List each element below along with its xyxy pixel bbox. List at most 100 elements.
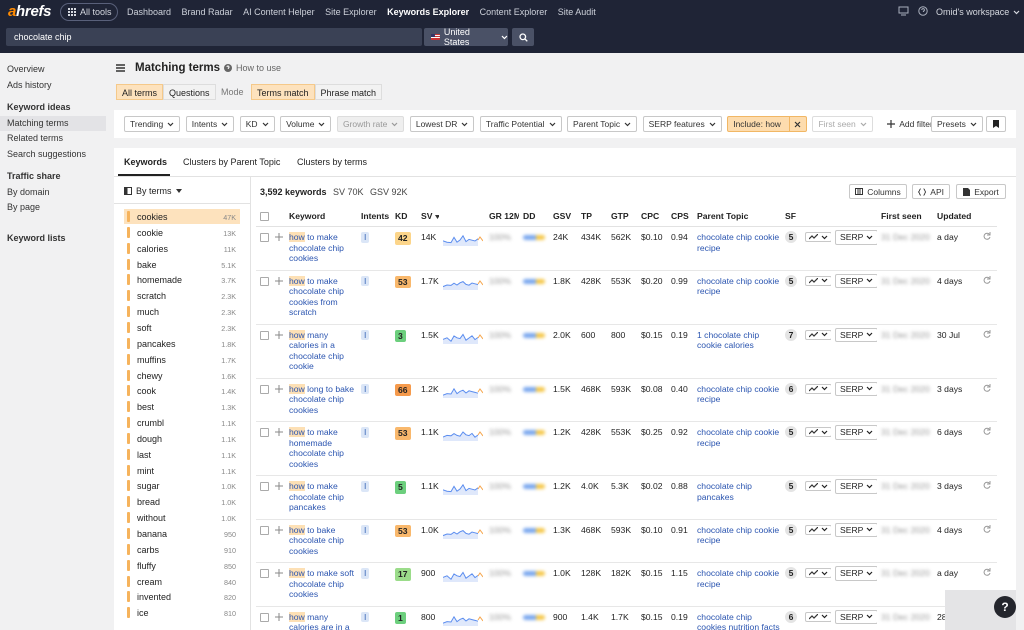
- parent-cell[interactable]: 1 chocolate chip cookie calories: [693, 324, 781, 379]
- add-to-list[interactable]: [275, 384, 283, 393]
- column-header[interactable]: KD: [391, 209, 417, 227]
- checkbox[interactable]: [260, 384, 269, 394]
- term-row[interactable]: fluffy 850: [124, 558, 240, 573]
- serp-button[interactable]: SERP: [835, 609, 877, 624]
- column-header[interactable]: Keyword: [285, 209, 357, 227]
- add-to-list[interactable]: [275, 428, 283, 436]
- keyword[interactable]: how long to bake chocolate chip cookies: [289, 383, 354, 415]
- term-row[interactable]: muffins 1.7K: [124, 352, 240, 367]
- add-to-list[interactable]: [275, 330, 283, 339]
- include-filter[interactable]: Include: how: [727, 116, 807, 132]
- checkbox[interactable]: [260, 233, 269, 242]
- help-button[interactable]: ?: [994, 596, 1016, 618]
- presets[interactable]: Presets: [931, 116, 983, 132]
- tab[interactable]: Terms match: [251, 84, 315, 100]
- tab[interactable]: Phrase match: [314, 84, 383, 100]
- column-header[interactable]: GSV: [549, 209, 577, 227]
- search-button[interactable]: [512, 28, 534, 46]
- column-header[interactable]: SF: [781, 209, 801, 227]
- column-header[interactable]: GR 12M: [485, 209, 519, 227]
- parent-cell[interactable]: chocolate chip cookie recipe: [693, 226, 781, 271]
- filter-dropdown[interactable]: Intents: [185, 116, 235, 132]
- add-to-list[interactable]: [275, 569, 283, 577]
- sidebar-heading[interactable]: Keyword ideas: [0, 100, 106, 116]
- trend-button[interactable]: [805, 611, 831, 622]
- column-header[interactable]: Intents: [357, 209, 391, 227]
- sidebar-heading[interactable]: Traffic share: [0, 169, 106, 185]
- nav-item[interactable]: Dashboard: [127, 7, 171, 17]
- checkbox[interactable]: [260, 569, 269, 578]
- term-row[interactable]: bread 1.0K: [124, 494, 240, 509]
- workspace[interactable]: Omid's workspace: [936, 7, 1020, 17]
- term-row[interactable]: ice 810: [124, 605, 240, 620]
- term-row[interactable]: chewy 1.6K: [124, 368, 240, 383]
- toolbar-button[interactable]: API: [912, 184, 950, 199]
- filter-dropdown[interactable]: KD: [239, 116, 275, 132]
- refresh[interactable]: [983, 383, 991, 392]
- sidebar-item[interactable]: Ads history: [0, 78, 106, 94]
- filter-dropdown[interactable]: Growth rate: [336, 116, 405, 132]
- nav-item[interactable]: Brand Radar: [182, 7, 233, 17]
- column-header[interactable]: Parent Topic: [693, 209, 781, 227]
- term-row[interactable]: cookie 13K: [124, 225, 240, 240]
- trend-button[interactable]: [805, 524, 831, 535]
- nav-item[interactable]: Content Explorer: [480, 7, 548, 17]
- nav-item[interactable]: AI Content Helper: [243, 7, 315, 17]
- column-header[interactable]: First seen: [877, 209, 933, 227]
- toolbar-button[interactable]: Columns: [849, 184, 907, 199]
- view-tab[interactable]: Clusters by Parent Topic: [183, 157, 280, 167]
- refresh[interactable]: [983, 568, 991, 576]
- keyword[interactable]: how to make soft chocolate chip cookies: [289, 568, 354, 599]
- sidebar-item[interactable]: Search suggestions: [0, 147, 106, 163]
- sidebar-item[interactable]: Related terms: [0, 131, 106, 147]
- term-row[interactable]: banana 950: [124, 526, 240, 541]
- parent-cell[interactable]: chocolate chip cookie recipe: [693, 562, 781, 607]
- refresh[interactable]: [983, 232, 991, 240]
- keyword[interactable]: how to make chocolate chip pancakes: [289, 481, 344, 512]
- serp-button[interactable]: SERP: [835, 425, 877, 440]
- refresh[interactable]: [983, 275, 991, 284]
- refresh[interactable]: [983, 427, 991, 435]
- term-row[interactable]: calories 11K: [124, 241, 240, 256]
- sidebar-item[interactable]: Overview: [0, 62, 106, 78]
- bookmark[interactable]: [986, 116, 1006, 132]
- view-tab[interactable]: Clusters by terms: [297, 157, 367, 167]
- by-terms[interactable]: By terms: [124, 186, 182, 196]
- search-input[interactable]: chocolate chip: [6, 28, 422, 46]
- column-header[interactable]: CPC: [637, 209, 667, 227]
- term-row[interactable]: best 1.3K: [124, 399, 240, 414]
- trend-button[interactable]: [805, 481, 831, 491]
- add-to-list[interactable]: [275, 482, 283, 490]
- add-to-list[interactable]: [275, 525, 283, 534]
- add-to-list[interactable]: [275, 233, 283, 241]
- sidebar-heading[interactable]: Keyword lists: [0, 231, 106, 247]
- checkbox[interactable]: [260, 525, 269, 535]
- country-select[interactable]: United States: [424, 27, 508, 47]
- term-row[interactable]: carbs 910: [124, 542, 240, 557]
- filter-dropdown[interactable]: SERP features: [642, 116, 722, 132]
- checkbox[interactable]: [260, 212, 269, 221]
- term-row[interactable]: sugar 1.0K: [124, 478, 240, 493]
- column-header[interactable]: Updated: [933, 209, 979, 227]
- term-row[interactable]: pancakes 1.8K: [124, 336, 240, 351]
- filter-dropdown[interactable]: Traffic Potential: [479, 116, 562, 132]
- trend-button[interactable]: [805, 568, 831, 578]
- column-header[interactable]: CPS: [667, 209, 693, 227]
- trend-button[interactable]: [805, 275, 831, 286]
- column-header[interactable]: GTP: [607, 209, 637, 227]
- term-row[interactable]: dough 1.1K: [124, 431, 240, 446]
- serp-button[interactable]: SERP: [835, 522, 877, 537]
- parent-cell[interactable]: chocolate chip pancakes: [693, 475, 781, 520]
- first-seen-filter[interactable]: First seen: [812, 116, 873, 132]
- term-row[interactable]: last 1.1K: [124, 447, 240, 462]
- keyword[interactable]: how to bake chocolate chip cookies: [289, 524, 344, 556]
- add-filter[interactable]: Add filter: [882, 116, 938, 132]
- refresh[interactable]: [983, 481, 991, 489]
- term-row[interactable]: cream 840: [124, 574, 240, 589]
- filter-dropdown[interactable]: Volume: [280, 116, 332, 132]
- nav-item[interactable]: Keywords Explorer: [387, 7, 469, 17]
- keyword[interactable]: how many calories are in a chocolate chi…: [289, 611, 350, 630]
- term-row[interactable]: cook 1.4K: [124, 383, 240, 398]
- parent-cell[interactable]: chocolate chip cookie recipe: [693, 270, 781, 325]
- serp-button[interactable]: SERP: [835, 273, 877, 288]
